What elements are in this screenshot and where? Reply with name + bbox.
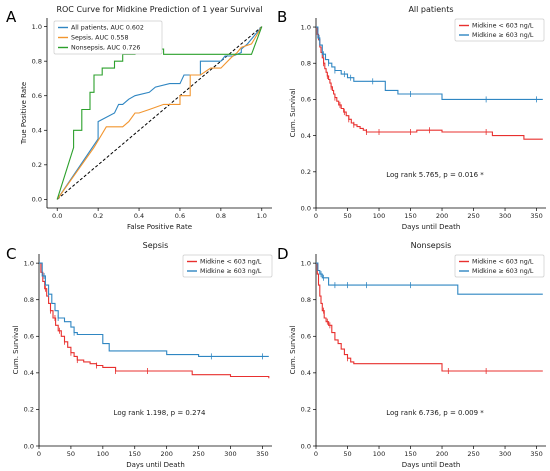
y-tick-label: 0.8 — [24, 296, 34, 304]
x-axis-label: Days until Death — [402, 223, 461, 231]
x-axis-label: Days until Death — [126, 461, 185, 469]
y-tick-label: 0.2 — [301, 168, 311, 176]
x-tick-label: 150 — [404, 212, 416, 220]
y-tick-label: 0.8 — [301, 60, 311, 68]
x-tick-label: 350 — [530, 450, 542, 458]
logrank-annotation: Log rank 1.198, p = 0.274 — [114, 409, 206, 417]
y-axis-label: Cum. Survival — [289, 89, 297, 138]
x-tick-label: 100 — [373, 450, 385, 458]
x-tick-label: 200 — [436, 450, 448, 458]
chart-title: ROC Curve for Midkine Prediction of 1 ye… — [56, 5, 262, 14]
legend-label: Midkine < 603 ng/L — [472, 23, 534, 30]
series-line — [39, 262, 270, 379]
legend-label: Midkine < 603 ng/L — [472, 259, 534, 266]
x-tick-label: 1.0 — [257, 212, 267, 220]
legend-label: Midkine ≥ 603 ng/L — [472, 32, 534, 39]
x-tick-label: 0.4 — [134, 212, 144, 220]
y-tick-label: 1.0 — [32, 23, 42, 31]
legend-box — [53, 20, 163, 55]
y-axis-label: Cum. Survival — [289, 326, 297, 375]
chart-title: Sepsis — [143, 241, 169, 250]
y-tick-label: 0.4 — [24, 369, 34, 377]
legend-label: Midkine ≥ 603 ng/L — [200, 268, 262, 275]
y-tick-label: 0.0 — [301, 204, 311, 212]
legend-box — [454, 18, 545, 42]
y-tick-label: 0.2 — [24, 406, 34, 414]
y-tick-label: 1.0 — [301, 23, 311, 31]
panel-letter: B — [277, 8, 287, 26]
x-tick-label: 100 — [97, 450, 109, 458]
x-tick-label: 250 — [467, 450, 479, 458]
panel-c-sepsis: C Sepsis 0 50 100 150 200 250 300 350 0.0 0.2 0.4 0.6… — [6, 241, 273, 469]
series-line — [316, 26, 543, 100]
x-tick-label: 200 — [160, 450, 172, 458]
x-tick-label: 0.6 — [175, 212, 185, 220]
y-tick-label: 0.6 — [301, 333, 311, 341]
legend-label: Sepsis, AUC 0.558 — [71, 35, 129, 42]
y-tick-label: 0.0 — [301, 442, 311, 450]
y-axis-label: True Positive Rate — [20, 82, 28, 145]
legend-label: Nonsepsis, AUC 0.726 — [71, 45, 140, 52]
legend-box — [182, 254, 273, 278]
y-tick-label: 0.2 — [301, 406, 311, 414]
x-tick-label: 0 — [37, 450, 41, 458]
x-tick-label: 250 — [467, 212, 479, 220]
x-tick-label: 0 — [314, 450, 318, 458]
x-tick-label: 300 — [224, 450, 236, 458]
x-tick-label: 50 — [67, 450, 75, 458]
logrank-annotation: Log rank 5.765, p = 0.016 * — [386, 171, 484, 179]
series-line — [316, 26, 543, 140]
chart-title: All patients — [408, 5, 453, 14]
x-tick-label: 100 — [373, 212, 385, 220]
panel-b-all-patients: B All patients 0 50 100 150 200 250 300 350 0.0 0.2… — [277, 5, 546, 231]
x-tick-label: 350 — [256, 450, 268, 458]
y-tick-label: 0.4 — [301, 369, 311, 377]
panel-d-nonsepsis: D Nonsepsis 0 50 100 150 200 250 300 350 0.0 0.2 0.4… — [277, 241, 546, 469]
y-tick-label: 0.8 — [32, 57, 42, 65]
y-tick-label: 1.0 — [301, 259, 311, 267]
panel-letter: D — [277, 245, 289, 263]
y-tick-label: 0.0 — [24, 442, 34, 450]
y-tick-label: 0.8 — [301, 296, 311, 304]
chart-title: Nonsepsis — [411, 241, 452, 250]
panel-a-roc: A ROC Curve for Midkine Prediction of 1 y… — [6, 5, 272, 231]
x-axis-label: Days until Death — [402, 461, 461, 469]
x-tick-label: 200 — [436, 212, 448, 220]
series-line — [316, 262, 543, 372]
x-tick-label: 50 — [343, 212, 351, 220]
x-tick-label: 350 — [530, 212, 542, 220]
legend-label: All patients, AUC 0.602 — [71, 25, 144, 32]
x-tick-label: 0.8 — [216, 212, 226, 220]
x-tick-label: 150 — [404, 450, 416, 458]
x-tick-label: 0.0 — [52, 212, 62, 220]
x-tick-label: 300 — [499, 450, 511, 458]
x-axis-label: False Positive Rate — [127, 223, 192, 231]
x-tick-label: 0.2 — [93, 212, 103, 220]
y-tick-label: 0.6 — [32, 92, 42, 100]
y-tick-label: 0.6 — [24, 333, 34, 341]
y-tick-label: 0.0 — [32, 196, 42, 204]
legend-label: Midkine ≥ 603 ng/L — [472, 268, 534, 275]
x-tick-label: 250 — [192, 450, 204, 458]
y-axis-label: Cum. Survival — [12, 326, 20, 375]
panel-letter: A — [6, 8, 17, 26]
panel-letter: C — [6, 245, 16, 263]
y-tick-label: 0.6 — [301, 96, 311, 104]
y-tick-label: 0.4 — [301, 132, 311, 140]
x-tick-label: 0 — [314, 212, 318, 220]
y-tick-label: 0.4 — [32, 127, 42, 135]
series-line — [39, 262, 269, 357]
y-tick-label: 1.0 — [24, 259, 34, 267]
legend-box — [454, 254, 545, 278]
logrank-annotation: Log rank 6.736, p = 0.009 * — [386, 409, 484, 417]
x-tick-label: 50 — [343, 450, 351, 458]
x-tick-label: 150 — [129, 450, 141, 458]
legend-label: Midkine < 603 ng/L — [200, 259, 262, 266]
x-tick-label: 300 — [499, 212, 511, 220]
y-tick-label: 0.2 — [32, 161, 42, 169]
